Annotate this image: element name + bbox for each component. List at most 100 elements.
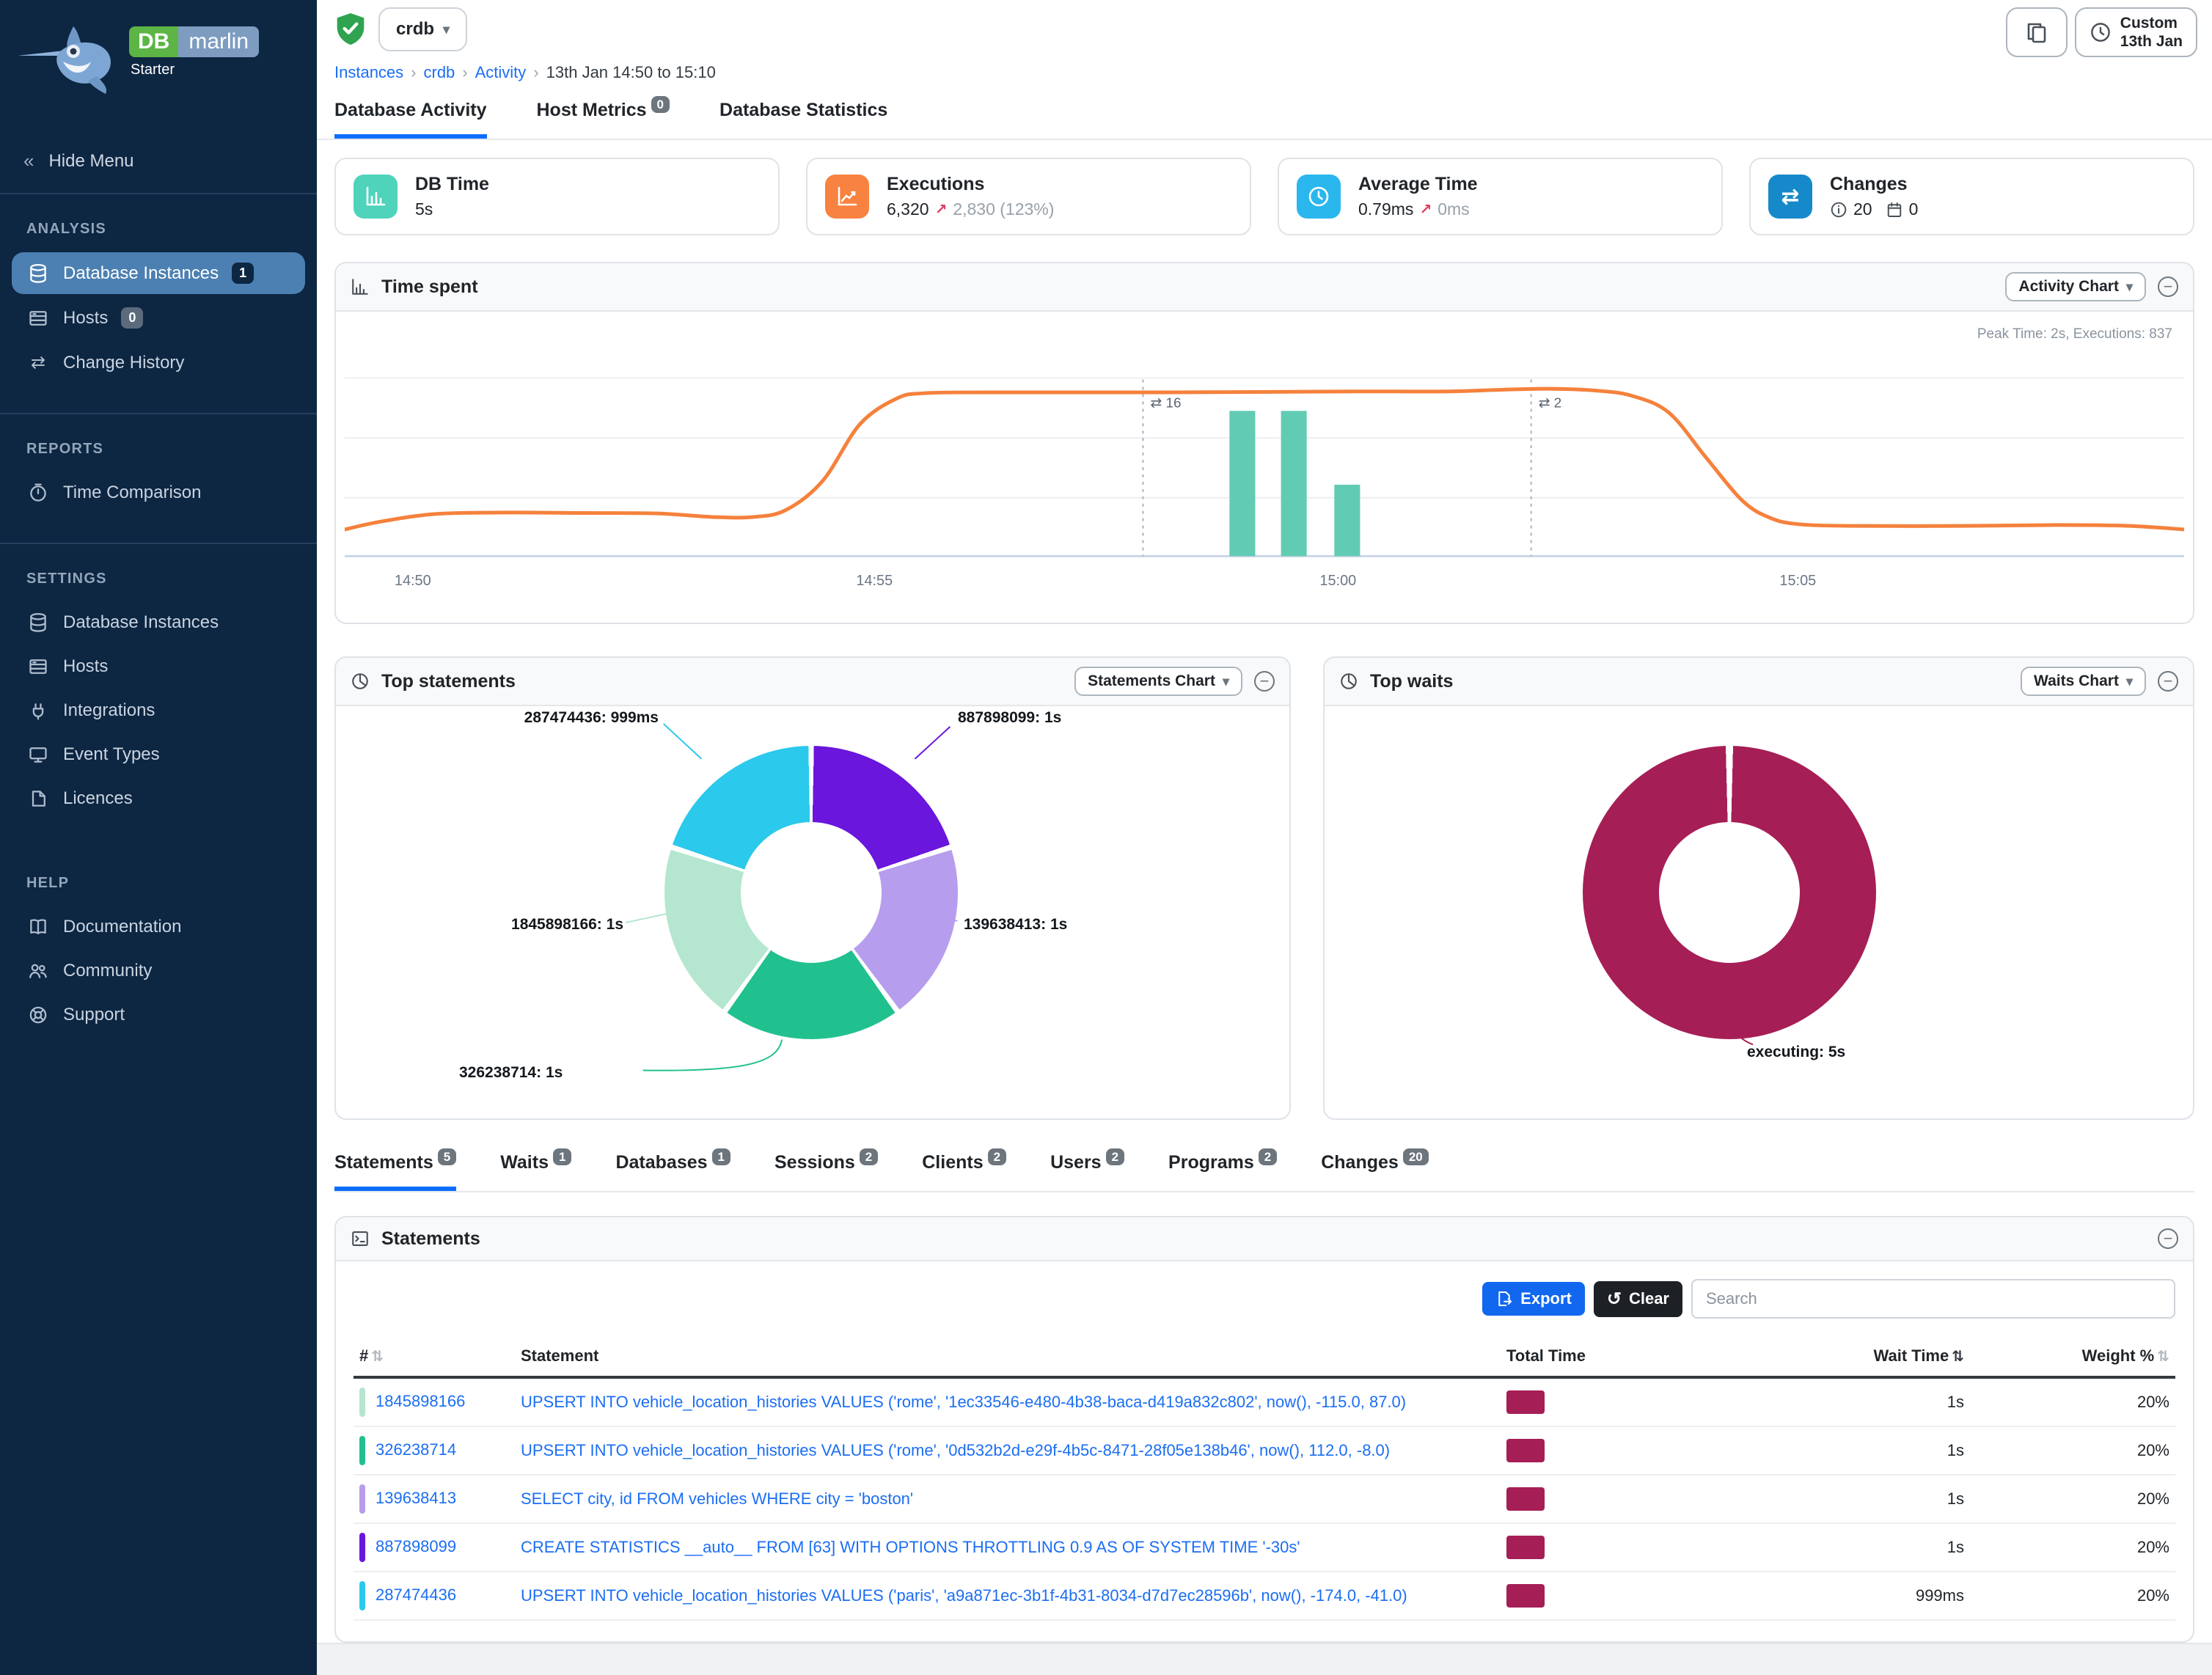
statement-id-link[interactable]: 1845898166	[376, 1391, 466, 1410]
activity-chart-select[interactable]: Activity Chart ▾	[2005, 272, 2146, 301]
tab-host-metrics[interactable]: Host Metrics 0	[537, 96, 670, 139]
sort-icon-active[interactable]: ⇅	[1952, 1349, 1964, 1365]
tab-users[interactable]: Users 2	[1050, 1148, 1125, 1191]
column-total-time[interactable]: Total Time	[1506, 1346, 1586, 1365]
monitor-icon	[26, 744, 50, 765]
sidebar-section-settings: SETTINGS Database Instances Hosts Integr…	[0, 544, 317, 849]
sidebar-item-database-instances[interactable]: Database Instances 1	[12, 252, 305, 294]
statement-link[interactable]: UPSERT INTO vehicle_location_histories V…	[521, 1586, 1407, 1605]
tab-changes[interactable]: Changes 20	[1321, 1148, 1429, 1191]
kpi-event-count: 0	[1908, 199, 1919, 219]
sidebar-item-support[interactable]: Support	[12, 994, 305, 1036]
statement-id-link[interactable]: 887898099	[376, 1536, 457, 1555]
table-row: 326238714 UPSERT INTO vehicle_location_h…	[354, 1426, 2175, 1476]
panel-title: Time spent	[381, 276, 478, 297]
tab-databases[interactable]: Databases 1	[615, 1148, 730, 1191]
divider	[0, 193, 317, 194]
wait-time-value: 1s	[1677, 1377, 1970, 1427]
statements-chart-select[interactable]: Statements Chart ▾	[1074, 667, 1242, 696]
table-row: 287474436 UPSERT INTO vehicle_location_h…	[354, 1572, 2175, 1621]
content: DB Time 5s Executions 6,320 ↗ 2,830 (123…	[317, 140, 2212, 1675]
weight-value: 20%	[1970, 1377, 2175, 1427]
statements-donut[interactable]	[664, 746, 958, 1039]
section-title: ANALYSIS	[26, 221, 106, 237]
clear-button[interactable]: ↺ Clear	[1593, 1280, 1682, 1317]
sidebar-item-hosts[interactable]: Hosts 0	[12, 297, 305, 339]
pie-chart-icon	[1339, 672, 1358, 691]
copy-icon	[2027, 23, 2046, 43]
tab-database-activity[interactable]: Database Activity	[334, 100, 487, 139]
breadcrumb-crdb[interactable]: crdb	[423, 63, 455, 81]
chevron-down-icon: ▾	[1222, 673, 1229, 689]
sidebar-item-change-history[interactable]: ⇄ Change History	[12, 342, 305, 384]
statement-color-chip	[359, 1388, 365, 1417]
tab-label: Database Activity	[334, 100, 487, 120]
tab-clients[interactable]: Clients 2	[922, 1148, 1007, 1191]
time-spent-body: Peak Time: 2s, Executions: 837 ⇄ 16 ⇄ 2 14…	[336, 312, 2193, 623]
sidebar-item-settings-hosts[interactable]: Hosts	[12, 646, 305, 687]
sidebar-item-integrations[interactable]: Integrations	[12, 690, 305, 731]
brand-edition: Starter	[131, 62, 175, 78]
sidebar-item-label: Time Comparison	[63, 483, 202, 502]
export-button[interactable]: Export	[1482, 1282, 1585, 1316]
collapse-panel-button[interactable]: −	[2158, 276, 2178, 297]
sort-icon[interactable]: ⇅	[371, 1349, 384, 1365]
sidebar-item-time-comparison[interactable]: Time Comparison	[12, 472, 305, 513]
time-spent-chart[interactable]: ⇄ 16 ⇄ 2 14:50 14:55 15:00 15:05	[345, 320, 2184, 608]
hide-menu-button[interactable]: « Hide Menu	[0, 129, 317, 193]
sidebar-item-documentation[interactable]: Documentation	[12, 906, 305, 948]
chevron-down-icon: ▾	[2125, 279, 2133, 294]
sidebar-item-label: Database Instances	[63, 612, 219, 632]
sidebar-section-analysis: ANALYSIS Database Instances 1 Hosts 0 ⇄ …	[0, 194, 317, 413]
book-icon	[26, 917, 50, 937]
search-input[interactable]	[1691, 1279, 2175, 1319]
tab-sessions[interactable]: Sessions 2	[774, 1148, 879, 1191]
statement-link[interactable]: UPSERT INTO vehicle_location_histories V…	[521, 1441, 1391, 1459]
tab-database-statistics[interactable]: Database Statistics	[719, 100, 887, 139]
count-badge: 20	[1402, 1148, 1429, 1165]
waits-donut[interactable]	[1583, 746, 1876, 1039]
collapse-panel-button[interactable]: −	[2158, 1228, 2178, 1249]
tab-programs[interactable]: Programs 2	[1168, 1148, 1278, 1191]
breadcrumb-activity[interactable]: Activity	[475, 63, 527, 81]
waits-chart-select[interactable]: Waits Chart ▾	[2021, 667, 2146, 696]
database-icon	[26, 263, 50, 284]
collapse-panel-button[interactable]: −	[1254, 671, 1275, 692]
page-bottom-strip	[317, 1643, 2212, 1675]
statement-id-link[interactable]: 287474436	[376, 1585, 457, 1604]
count-badge: 2	[1258, 1148, 1278, 1165]
section-title: REPORTS	[26, 441, 104, 457]
column-weight[interactable]: Weight %	[2081, 1346, 2155, 1365]
column-wait-time[interactable]: Wait Time	[1873, 1346, 1949, 1365]
instance-selector[interactable]: crdb ▾	[378, 7, 468, 51]
detail-tabs: Statements 5 Waits 1 Databases 1 Sessions 2 …	[334, 1148, 2194, 1192]
statement-link[interactable]: CREATE STATISTICS __auto__ FROM [63] WIT…	[521, 1538, 1300, 1556]
statement-link[interactable]: UPSERT INTO vehicle_location_histories V…	[521, 1393, 1407, 1411]
statement-id-link[interactable]: 139638413	[376, 1488, 457, 1507]
sidebar-item-event-types[interactable]: Event Types	[12, 734, 305, 775]
breadcrumb-instances[interactable]: Instances	[334, 63, 404, 81]
statement-link[interactable]: SELECT city, id FROM vehicles WHERE city…	[521, 1489, 914, 1508]
sort-icon[interactable]: ⇅	[2157, 1349, 2169, 1365]
divider	[0, 413, 317, 414]
collapse-panel-button[interactable]: −	[2158, 671, 2178, 692]
sidebar-item-label: Hosts	[63, 656, 109, 676]
column-id[interactable]: #	[359, 1346, 369, 1365]
time-range-button[interactable]: Custom 13th Jan	[2074, 7, 2197, 57]
column-statement[interactable]: Statement	[521, 1346, 599, 1365]
count-badge: 2	[859, 1148, 879, 1165]
count-badge: 0	[121, 307, 144, 329]
top-statements-panel: Top statements Statements Chart ▾ −	[334, 656, 1291, 1120]
copy-button[interactable]	[2005, 7, 2068, 57]
sidebar-item-licences[interactable]: Licences	[12, 778, 305, 819]
sidebar-item-community[interactable]: Community	[12, 950, 305, 992]
sidebar-item-settings-database-instances[interactable]: Database Instances	[12, 602, 305, 643]
brand-logo[interactable]: DB marlin Starter	[0, 0, 317, 106]
swap-arrows-icon: ⇄	[30, 353, 46, 373]
tab-waits[interactable]: Waits 1	[500, 1148, 572, 1191]
breadcrumb: Instances › crdb › Activity › 13th Jan 14:50 t…	[334, 63, 2197, 82]
time-spent-line	[345, 386, 2184, 532]
kpi-changes: ⇄ Changes 20 0	[1749, 158, 2194, 235]
statement-id-link[interactable]: 326238714	[376, 1440, 457, 1459]
tab-statements[interactable]: Statements 5	[334, 1148, 457, 1191]
